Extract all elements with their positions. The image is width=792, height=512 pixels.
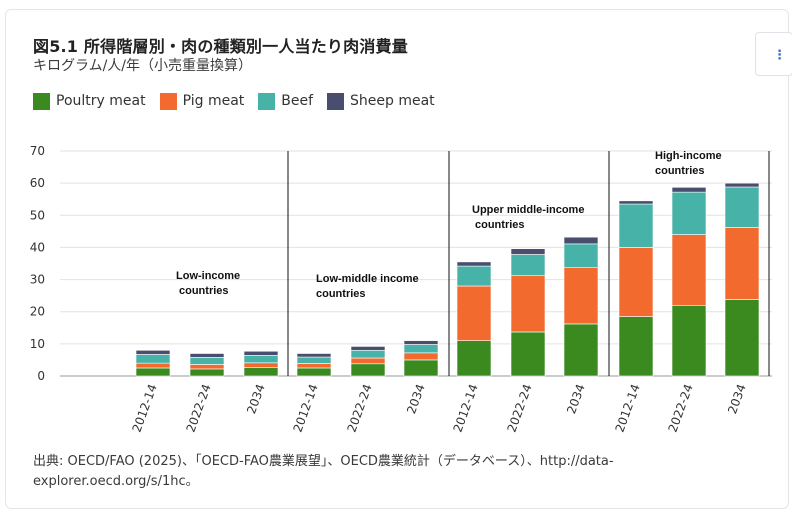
- x-tick-label: 2034: [404, 382, 428, 415]
- x-tick-label: 2022-24: [505, 382, 535, 434]
- source-note: 出典: OECD/FAO (2025)、「OECD-FAO農業展望」、OECD農…: [33, 454, 614, 489]
- group-annotation: countries: [179, 285, 229, 297]
- group-annotation: countries: [655, 165, 705, 177]
- y-tick-label: 40: [30, 240, 45, 254]
- y-tick-label: 60: [30, 176, 45, 190]
- group-annotation: countries: [475, 219, 525, 231]
- bar-segment: [243, 367, 279, 377]
- bar-segment: [724, 299, 760, 377]
- bar-segment: [618, 316, 654, 377]
- bar-segment: [563, 243, 599, 268]
- legend-label-sheep: Sheep meat: [350, 93, 435, 109]
- bar-segment: [618, 200, 654, 205]
- bar-segment: [350, 349, 386, 359]
- y-tick-label: 10: [30, 337, 45, 351]
- bar-segment: [403, 359, 439, 377]
- y-tick-label: 20: [30, 305, 45, 319]
- bar-segment: [189, 353, 225, 358]
- bar-segment: [724, 182, 760, 188]
- legend-label-beef: Beef: [281, 93, 314, 109]
- bar-segment: [135, 349, 171, 355]
- bar-segment: [403, 340, 439, 345]
- bar-segment: [671, 304, 707, 377]
- x-tick-label: 2034: [244, 382, 268, 415]
- legend-swatch-poultry: [33, 92, 50, 110]
- legend-item-sheep[interactable]: Sheep meat: [327, 92, 435, 110]
- bar-segment: [671, 191, 707, 235]
- group-annotation: Low-income: [176, 270, 240, 282]
- bar-segment: [135, 367, 171, 377]
- bar-segment: [350, 346, 386, 351]
- bar-segment: [296, 356, 332, 364]
- x-tick-label: 2012-14: [613, 382, 643, 434]
- legend-swatch-pig: [159, 92, 177, 110]
- x-tick-label: 2034: [725, 382, 749, 415]
- bar-segment: [296, 363, 332, 369]
- bar-segment: [189, 364, 225, 370]
- legend-item-pig[interactable]: Pig meat: [159, 92, 245, 110]
- chart-subtitle: キログラム/人/年（小売重量換算）: [33, 58, 253, 74]
- bar-segment: [671, 187, 707, 193]
- bar-segment: [456, 340, 492, 377]
- bar-segment: [243, 355, 279, 364]
- group-annotation: countries: [316, 288, 366, 300]
- bar-segment: [456, 265, 492, 287]
- more-vertical-icon: ⋮: [773, 48, 786, 63]
- bar-segment: [243, 350, 279, 356]
- chart-card: [5, 9, 789, 509]
- bar-segment: [135, 354, 171, 364]
- y-tick-label: 0: [37, 369, 45, 383]
- bar-segment: [510, 248, 546, 255]
- bar-segment: [618, 247, 654, 317]
- bar-segment: [510, 254, 546, 277]
- group-annotation: Upper middle-income: [472, 204, 584, 216]
- group-annotation: High-income: [655, 150, 722, 162]
- bar-segment: [671, 234, 707, 306]
- y-tick-label: 30: [30, 273, 45, 287]
- bar-segment: [563, 323, 599, 377]
- bar-segment: [296, 353, 332, 358]
- bar-segment: [618, 203, 654, 248]
- chart-title: 図5.1 所得階層別・肉の種類別一人当たり肉消費量: [33, 37, 408, 56]
- x-tick-label: 2022-24: [184, 382, 214, 434]
- bar-segment: [456, 285, 492, 341]
- bar-segment: [403, 344, 439, 354]
- legend-label-poultry: Poultry meat: [56, 93, 146, 109]
- x-tick-label: 2012-14: [291, 382, 321, 434]
- x-tick-label: 2022-24: [345, 382, 375, 434]
- x-tick-label: 2022-24: [666, 382, 696, 434]
- chart-legend: Poultry meat Pig meat Beef Sheep meat: [33, 91, 449, 111]
- bar-segment: [724, 186, 760, 228]
- bar-segment: [456, 261, 492, 267]
- legend-item-beef[interactable]: Beef: [258, 92, 314, 110]
- chart-menu-button[interactable]: ⋮: [755, 32, 792, 76]
- legend-item-poultry[interactable]: Poultry meat: [33, 92, 146, 110]
- legend-label-pig: Pig meat: [182, 93, 245, 109]
- bar-segment: [296, 367, 332, 377]
- x-tick-label: 2034: [564, 382, 588, 415]
- bar-segment: [350, 363, 386, 377]
- y-tick-label: 50: [30, 208, 45, 222]
- bar-segment: [189, 357, 225, 365]
- bar-segment: [510, 331, 546, 377]
- bar-segment: [510, 275, 546, 333]
- bar-segment: [350, 357, 386, 365]
- bar-segment: [403, 352, 439, 361]
- legend-swatch-sheep: [327, 92, 345, 110]
- bar-segment: [563, 236, 599, 245]
- y-tick-label: 70: [30, 144, 45, 158]
- bar-segment: [243, 362, 279, 368]
- bar-segment: [724, 227, 760, 300]
- legend-swatch-beef: [258, 92, 276, 110]
- x-tick-label: 2012-14: [451, 382, 481, 434]
- bar-segment: [563, 267, 599, 325]
- group-annotation: Low-middle income: [316, 273, 419, 285]
- bar-segment: [189, 368, 225, 377]
- x-tick-label: 2012-14: [130, 382, 160, 434]
- bar-segment: [135, 362, 171, 369]
